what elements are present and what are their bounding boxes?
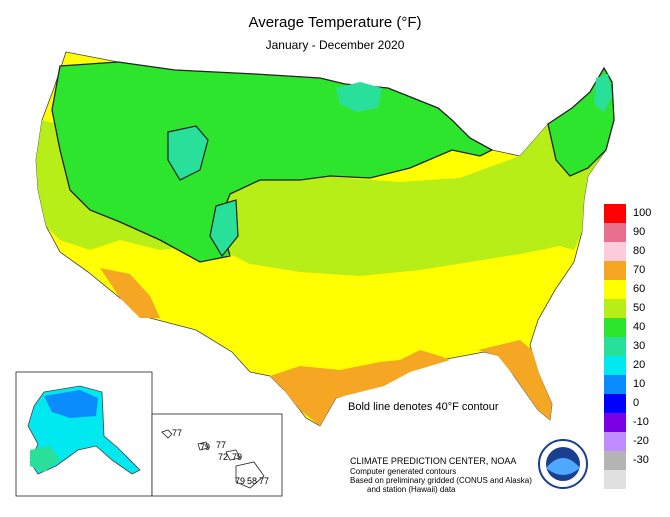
- credit-line-2: Computer generated contours: [350, 467, 457, 476]
- legend-row: 40: [604, 318, 666, 337]
- legend-row: 90: [604, 223, 666, 242]
- credit-line-4: and station (Hawaii) data: [367, 485, 456, 494]
- legend-row: 10: [604, 375, 666, 394]
- hawaii-island-oahu: [197, 441, 209, 451]
- legend-swatch: [604, 318, 626, 337]
- legend-row: -10: [604, 413, 666, 432]
- hawaii-island-maui: [225, 449, 241, 461]
- legend-swatch: [604, 470, 626, 489]
- legend-swatch: [604, 204, 626, 223]
- hawaii-value: 77: [259, 476, 270, 486]
- zone-70-arizona: [100, 268, 160, 318]
- hawaii-value: 79: [235, 476, 246, 486]
- legend-swatch: [604, 432, 626, 451]
- hawaii-inset-frame: [151, 413, 283, 497]
- legend-label: 60: [633, 283, 646, 295]
- legend-label: 0: [633, 397, 640, 409]
- legend-label: -10: [633, 416, 649, 428]
- legend-swatch: [604, 337, 626, 356]
- map-title: Average Temperature (°F): [248, 14, 422, 31]
- map-subtitle: January - December 2020: [265, 38, 405, 52]
- legend-label: -20: [633, 435, 649, 447]
- hawaii-value: 77: [172, 428, 183, 438]
- legend-swatch: [604, 375, 626, 394]
- zone-40-north: [51, 61, 494, 263]
- legend-swatch: [604, 261, 626, 280]
- zone-30-north-dakota: [336, 82, 382, 112]
- noaa-logo: [538, 439, 588, 489]
- legend-row: 80: [604, 242, 666, 261]
- legend-label: -30: [633, 454, 649, 466]
- legend-row: [604, 470, 666, 489]
- legend-label: 40: [633, 321, 646, 333]
- legend-swatch: [604, 242, 626, 261]
- hawaii-island-kauai: [161, 429, 173, 439]
- legend-label: 20: [633, 359, 646, 371]
- hawaii-value: 58: [247, 476, 258, 486]
- zone-70-florida: [478, 340, 552, 420]
- legend-label: 10: [633, 378, 646, 390]
- legend-row: 30: [604, 337, 666, 356]
- contour-note: Bold line denotes 40°F contour: [348, 401, 499, 413]
- legend-label: 70: [633, 264, 646, 276]
- legend-label: 30: [633, 340, 646, 352]
- legend-row: -20: [604, 432, 666, 451]
- legend-row: 50: [604, 299, 666, 318]
- zone-30-montana: [167, 125, 209, 181]
- legend-label: 90: [633, 226, 646, 238]
- legend-label: 100: [633, 207, 652, 219]
- hawaii-value: 72: [218, 452, 229, 462]
- legend-row: -30: [604, 451, 666, 470]
- legend-swatch: [604, 413, 626, 432]
- legend-label: 50: [633, 302, 646, 314]
- legend-row: 20: [604, 356, 666, 375]
- credit-org: CLIMATE PREDICTION CENTER, NOAA: [350, 456, 517, 466]
- hawaii-value: 79: [232, 452, 243, 462]
- legend-swatch: [604, 451, 626, 470]
- legend-row: 100: [604, 204, 666, 223]
- legend-label: 80: [633, 245, 646, 257]
- hawaii-value: 77: [216, 440, 227, 450]
- hawaii-island-big: [235, 461, 265, 489]
- alaska-zone-10: [44, 390, 98, 418]
- zone-30-maine: [594, 74, 612, 112]
- credit-line-3: Based on preliminary gridded (CONUS and …: [350, 476, 532, 485]
- hawaii-value: 79: [200, 442, 211, 452]
- legend-row: 70: [604, 261, 666, 280]
- legend-swatch: [604, 394, 626, 413]
- legend-swatch: [604, 299, 626, 318]
- legend-row: 0: [604, 394, 666, 413]
- alaska-zone-30: [30, 446, 60, 472]
- legend-swatch: [604, 280, 626, 299]
- legend-swatch: [604, 223, 626, 242]
- legend-swatch: [604, 356, 626, 375]
- legend-row: 60: [604, 280, 666, 299]
- zone-70-texas: [270, 350, 450, 426]
- zone-30-colorado: [209, 199, 239, 258]
